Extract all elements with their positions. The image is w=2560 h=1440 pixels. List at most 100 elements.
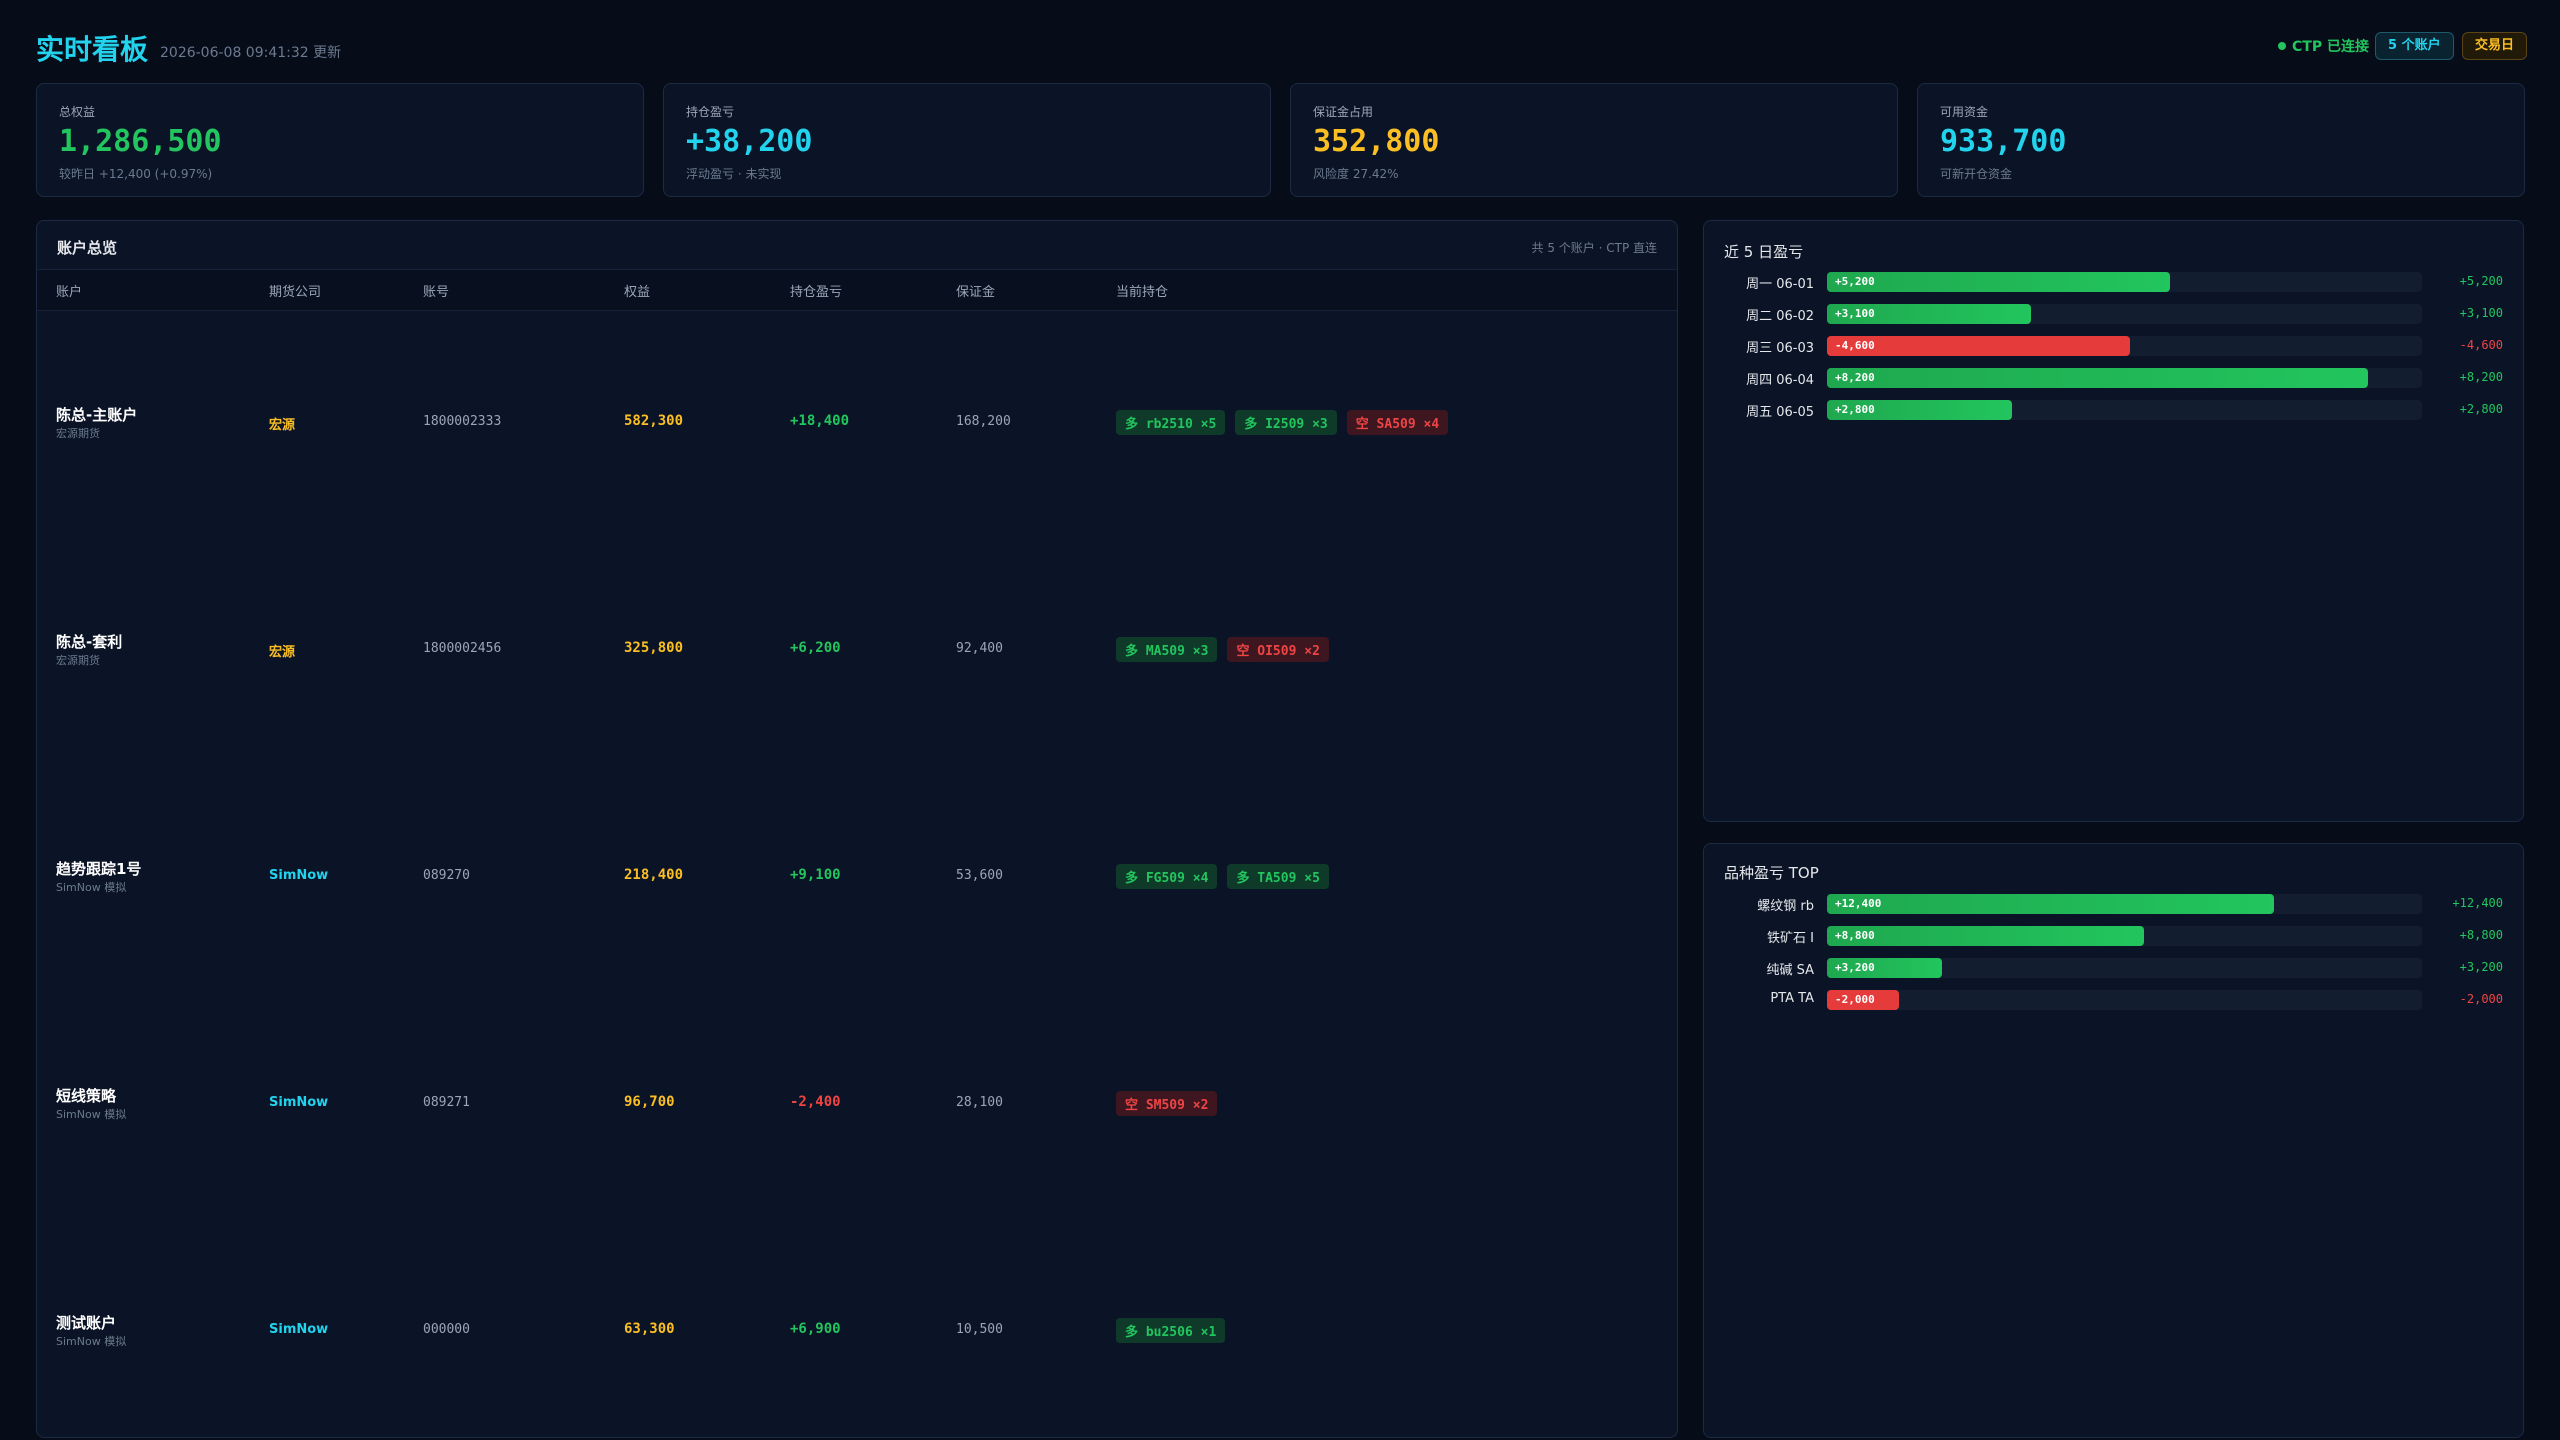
position-pnl: +6,200 [790,640,841,656]
broker: SimNow [269,1095,329,1110]
updated-time: 2026-06-08 09:41:32 更新 [160,45,342,61]
bar-value-label: +3,100 [2459,306,2503,320]
table-header [37,269,1677,311]
bar-value-label: +8,200 [2459,370,2503,384]
position-tag: 空 SM509 ×2 [1116,1091,1218,1116]
bar-inner-label: +5,200 [1835,275,1875,288]
column-header: 账号 [423,285,450,300]
summary-card: 总权益 1,286,500 较昨日 +12,400 (+0.97%) [36,83,644,197]
account-sub: SimNow 模拟 [56,1108,127,1121]
column-header: 权益 [624,285,651,300]
panel-title: 账户总览 [57,239,118,257]
margin: 168,200 [956,414,1011,429]
card-label: 可用资金 [1940,105,1989,119]
bar-value-label: +8,800 [2459,928,2503,942]
equity: 582,300 [624,413,684,429]
summary-card: 可用资金 933,700 可新开仓资金 [1917,83,2525,197]
bar: -4,600 [1827,336,2131,356]
bar-category: 螺纹钢 rb [1757,899,1814,914]
position-tag: 多 rb2510 ×5 [1116,410,1226,435]
margin: 53,600 [956,868,1003,883]
margin: 92,400 [956,641,1003,656]
bar: +2,800 [1827,400,2012,420]
bar: +12,400 [1827,894,2275,914]
bar-track: +8,800 [1827,926,2422,946]
bar-category: 周五 06-05 [1746,405,1814,420]
daily-pnl-panel: 近 5 日盈亏 周一 06-01 +5,200 +5,200 周二 06-02 +3,1… [1703,220,2524,822]
equity: 96,700 [624,1094,675,1110]
card-label: 保证金占用 [1313,105,1374,119]
equity: 218,400 [624,867,684,883]
account-number: 1800002333 [423,414,502,429]
broker: 宏源 [269,645,296,660]
position-tag: 空 OI509 ×2 [1227,637,1329,662]
card-note: 可新开仓资金 [1940,167,2013,181]
summary-card: 持仓盈亏 +38,200 浮动盈亏 · 未实现 [663,83,1271,197]
account-name: 测试账户 [56,1314,117,1332]
margin: 28,100 [956,1095,1003,1110]
card-note: 较昨日 +12,400 (+0.97%) [59,167,213,181]
position-pnl: -2,400 [790,1094,841,1110]
column-header: 当前持仓 [1116,285,1169,300]
accounts-badge[interactable]: 5 个账户 [2375,32,2454,60]
position-pnl: +6,900 [790,1321,841,1337]
account-number: 089271 [423,1095,470,1110]
broker: SimNow [269,1322,329,1337]
equity: 325,800 [624,640,684,656]
account-name: 陈总-套利 [56,633,123,651]
bar-inner-label: +3,100 [1835,307,1875,320]
position-pnl: +18,400 [790,413,850,429]
position-tag: 多 FG509 ×4 [1116,864,1218,889]
bar-track: +2,800 [1827,400,2422,420]
account-sub: SimNow 模拟 [56,1335,127,1348]
positions: 多 rb2510 ×5 多 I2509 ×3 空 SA509 ×4 [1116,410,1458,435]
account-number: 000000 [423,1322,470,1337]
account-name: 短线策略 [56,1087,117,1105]
bar-category: PTA TA [1770,991,1814,1006]
bar-category: 纯碱 SA [1766,963,1814,978]
column-header: 账户 [56,285,83,300]
bar-inner-label: +8,200 [1835,371,1875,384]
card-label: 总权益 [59,105,96,119]
bar-category: 周二 06-02 [1746,309,1814,324]
bar-inner-label: +3,200 [1835,961,1875,974]
account-name: 趋势跟踪1号 [56,860,142,878]
column-header: 持仓盈亏 [790,285,843,300]
panel-title: 近 5 日盈亏 [1724,243,1804,261]
summary-card: 保证金占用 352,800 风险度 27.42% [1290,83,1898,197]
position-tag: 多 I2509 ×3 [1235,410,1337,435]
panel-note: 共 5 个账户 · CTP 直连 [1531,241,1657,255]
card-label: 持仓盈亏 [686,105,735,119]
account-sub: SimNow 模拟 [56,881,127,894]
bar-value-label: +5,200 [2459,274,2503,288]
account-sub: 宏源期货 [56,427,100,440]
bar-track: +12,400 [1827,894,2422,914]
bar-category: 周三 06-03 [1746,341,1814,356]
positions: 空 SM509 ×2 [1116,1091,1227,1116]
trading-day-badge[interactable]: 交易日 [2462,32,2528,60]
equity: 63,300 [624,1321,675,1337]
column-header: 保证金 [956,285,996,300]
position-tag: 多 TA509 ×5 [1227,864,1329,889]
bar-category: 周四 06-04 [1746,373,1814,388]
bar-inner-label: +12,400 [1835,897,1882,910]
page-title: 实时看板 [36,33,149,66]
bar-category: 铁矿石 I [1767,931,1814,946]
panel-title: 品种盈亏 TOP [1724,864,1819,882]
positions: 多 FG509 ×4 多 TA509 ×5 [1116,864,1339,889]
card-value: 1,286,500 [59,124,222,159]
position-pnl: +9,100 [790,867,841,883]
connection-status: CTP 已连接 [2292,39,2369,55]
bar-value-label: +3,200 [2459,960,2503,974]
accounts-panel: 账户总览 共 5 个账户 · CTP 直连 账户 期货公司 账号 权益 持仓盈亏 保证金 当… [36,220,1678,1438]
bar: +5,200 [1827,272,2170,292]
broker: SimNow [269,868,329,883]
bar-track: -4,600 [1827,336,2422,356]
position-tag: 多 MA509 ×3 [1116,637,1218,662]
symbol-pnl-panel: 品种盈亏 TOP 螺纹钢 rb +12,400 +12,400 铁矿石 I +8,800… [1703,843,2524,1438]
account-sub: 宏源期货 [56,654,100,667]
card-note: 浮动盈亏 · 未实现 [686,167,782,181]
bar-category: 周一 06-01 [1746,277,1814,292]
bar-track: +3,200 [1827,958,2422,978]
